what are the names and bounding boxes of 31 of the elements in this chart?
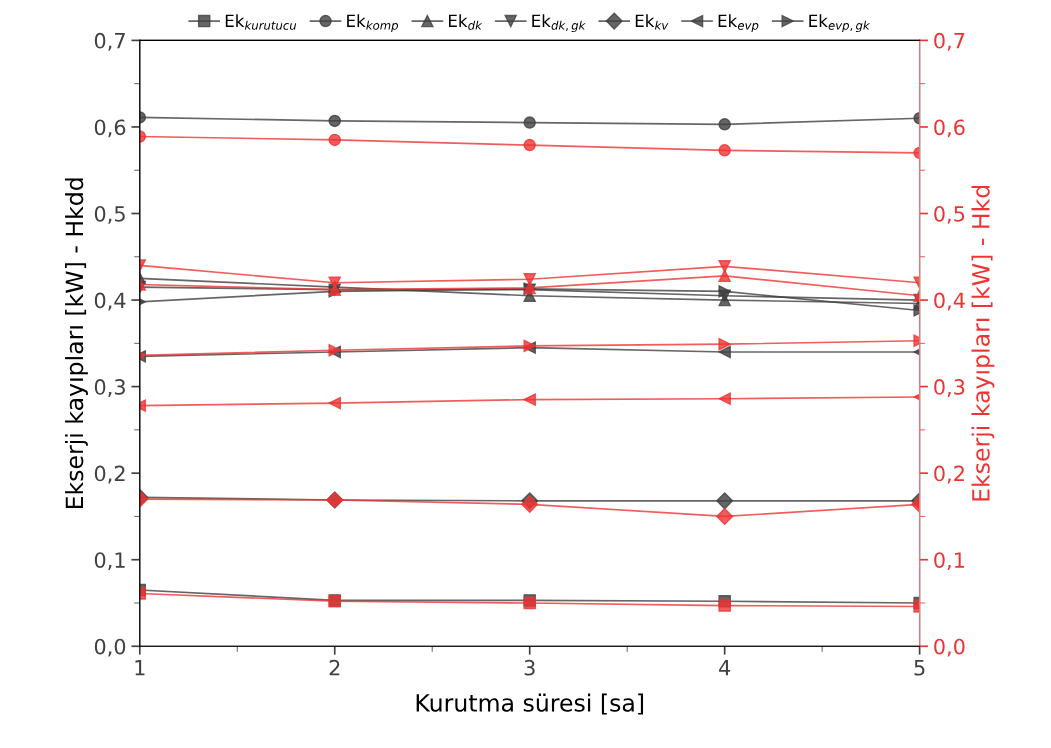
legend-label: Ek$_{dk,gk}$	[532, 14, 586, 33]
y-tick-label: 0,1	[94, 552, 125, 571]
y2-axis-title: Ekserji kayıpları [kW] - Hkd	[971, 185, 995, 501]
y-tick-label: 0,2	[94, 465, 125, 484]
legend-label: Ek$_{dk}$	[449, 14, 483, 30]
y-tick-label: 0,3	[94, 379, 125, 397]
y2-tick-label: 0,0	[934, 638, 965, 657]
legend-label: Ek$_{kurutucu}$	[225, 14, 297, 30]
legend-label: Ek$_{evp,gk}$	[809, 14, 871, 33]
y2-tick-label: 0,4	[934, 292, 965, 311]
y2-tick-label: 0,2	[934, 465, 964, 484]
y2-tick-label: 0,5	[934, 205, 965, 224]
x-tick-label: 3	[524, 659, 535, 676]
y-tick-label: 0,5	[94, 205, 125, 224]
y2-tick-label: 0,3	[934, 379, 965, 397]
y2-tick-label: 0,7	[934, 32, 965, 51]
y-tick-label: 0,6	[94, 119, 126, 138]
y-tick-label: 0,7	[94, 32, 125, 51]
legend-label: Ek$_{evp}$	[718, 14, 759, 33]
legend-label: Ek$_{komp}$	[347, 14, 399, 33]
y-tick-label: 0,4	[94, 292, 126, 311]
legend-label: Ek$_{kv}$	[635, 14, 669, 30]
y2-tick-label: 0,1	[934, 552, 965, 571]
y-axis-title: Ekserji kayıpları [kW] - Hkdd	[65, 178, 88, 509]
y2-tick-label: 0,6	[934, 119, 965, 138]
x-tick-label: 5	[914, 660, 925, 676]
y-tick-label: 0,0	[94, 638, 126, 657]
x-tick-label: 1	[135, 660, 145, 676]
x-tick-label: 4	[719, 660, 731, 676]
x-tick-label: 2	[329, 659, 340, 676]
x-axis-title: Kurutma süresi [sa]	[416, 693, 644, 715]
